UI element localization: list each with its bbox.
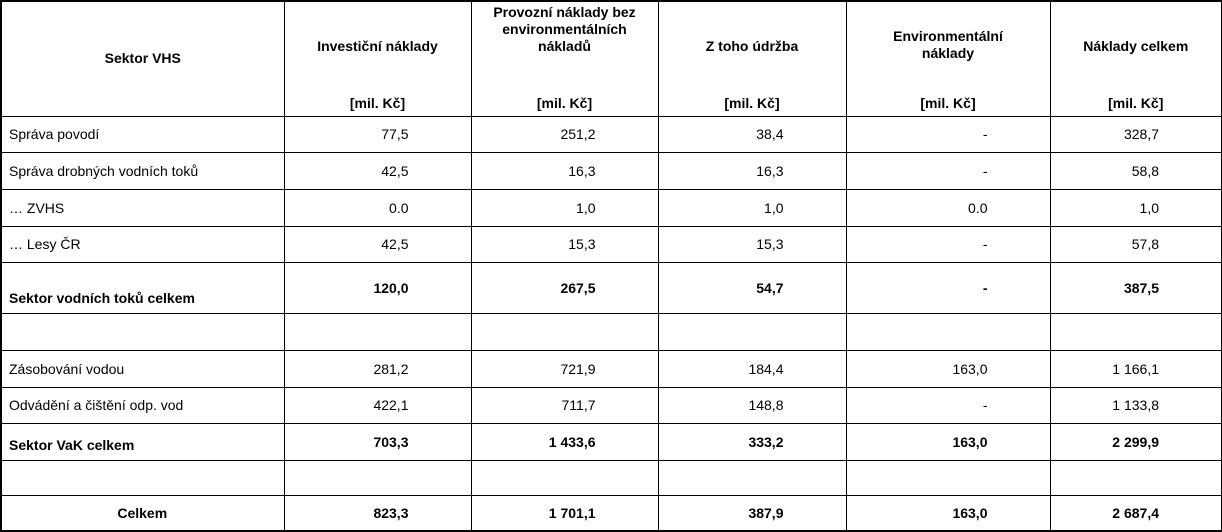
cell-value: 57,8: [1049, 225, 1222, 263]
cell-value: 42,5: [283, 225, 472, 263]
cell-value: 1 133,8: [1049, 386, 1222, 424]
cell-value: 15,3: [657, 225, 847, 263]
table-row: Správa povodí 77,5 251,2 38,4-328,7: [0, 115, 1222, 153]
cell-value: [283, 459, 472, 496]
column-unit: [mil. Kč]: [724, 95, 780, 111]
column-title: Náklady celkem: [1083, 38, 1189, 54]
cell-value: [845, 312, 1051, 351]
cell-value: 1,0: [1049, 188, 1222, 227]
cell-value: 823,3: [283, 494, 472, 532]
cell-value: 120,0: [283, 261, 472, 314]
table-body: Správa povodí 77,5 251,2 38,4-328,7 Správa d…: [0, 115, 1222, 532]
table-row: Sektor VaK celkem 703,3 1 433,6 333,2 163,0 2…: [0, 422, 1222, 461]
row-label: [0, 312, 285, 351]
row-label: … ZVHS: [0, 188, 285, 227]
row-label: … Lesy ČR: [0, 225, 285, 263]
cell-value: [657, 312, 847, 351]
column-header-udrzba: Z toho údržba [mil. Kč]: [657, 0, 847, 117]
column-title: Z toho údržba: [705, 38, 799, 54]
cell-value: 163,0: [845, 422, 1051, 461]
column-title: Sektor VHS: [104, 50, 181, 67]
cell-value: 333,2: [657, 422, 847, 461]
cell-value: 711,7: [470, 386, 659, 424]
column-header-celkem: Náklady celkem [mil. Kč]: [1049, 0, 1222, 117]
column-title: Investiční náklady: [317, 38, 438, 54]
table-row: … Lesy ČR 42,5 15,3 15,3-57,8: [0, 225, 1222, 263]
cell-value: 387,9: [657, 494, 847, 532]
cell-value: 42,5: [283, 151, 472, 190]
cell-value: 58,8: [1049, 151, 1222, 190]
cell-value: 2 299,9: [1049, 422, 1222, 461]
column-header-environmentalni: Environmentální náklady [mil. Kč]: [845, 0, 1051, 117]
cell-value: -: [845, 386, 1051, 424]
cell-value: 163,0: [845, 349, 1051, 388]
table-row: … ZVHS 0.0 1,0 1,0 0.0 1,0: [0, 188, 1222, 227]
cell-value: 15,3: [470, 225, 659, 263]
row-label: Sektor VaK celkem: [0, 422, 285, 461]
row-label: Odvádění a čištění odp. vod: [0, 386, 285, 424]
table-row: [0, 459, 1222, 496]
row-label: Sektor vodních toků celkem: [0, 261, 285, 314]
table-row: Celkem 823,3 1 701,1 387,9 163,0 2 687,4: [0, 494, 1222, 532]
header-row: Sektor VHS Investiční náklady [mil. Kč] …: [0, 0, 1222, 117]
table-row: Správa drobných vodních toků 42,5 16,3 16,3…: [0, 151, 1222, 190]
cell-value: 0.0: [283, 188, 472, 227]
cell-value: 1 166,1: [1049, 349, 1222, 388]
cell-value: [1049, 312, 1222, 351]
cell-value: 38,4: [657, 115, 847, 153]
column-unit: [mil. Kč]: [1108, 95, 1164, 111]
cell-value: 148,8: [657, 386, 847, 424]
cell-value: -: [845, 225, 1051, 263]
column-unit: [mil. Kč]: [536, 95, 593, 111]
row-label: Správa povodí: [0, 115, 285, 153]
cell-value: 422,1: [283, 386, 472, 424]
cell-value: 1 433,6: [470, 422, 659, 461]
cell-value: [470, 312, 659, 351]
column-header-investicni: Investiční náklady [mil. Kč]: [283, 0, 472, 117]
cell-value: [283, 312, 472, 351]
row-label: Celkem: [0, 494, 285, 532]
cell-value: -: [845, 261, 1051, 314]
cell-value: 387,5: [1049, 261, 1222, 314]
cell-value: 267,5: [470, 261, 659, 314]
cell-value: 328,7: [1049, 115, 1222, 153]
cell-value: 1,0: [657, 188, 847, 227]
cell-value: [470, 459, 659, 496]
row-label: Zásobování vodou: [0, 349, 285, 388]
cell-value: 184,4: [657, 349, 847, 388]
cell-value: 1 701,1: [470, 494, 659, 532]
cell-value: -: [845, 151, 1051, 190]
table-row: Sektor vodních toků celkem 120,0 267,5 54,7…: [0, 261, 1222, 314]
cell-value: 703,3: [283, 422, 472, 461]
column-title: Environmentální náklady: [893, 28, 1003, 61]
column-title: Provozní náklady bez environmentálních n…: [493, 4, 636, 54]
cell-value: 251,2: [470, 115, 659, 153]
cell-value: 0.0: [845, 188, 1051, 227]
cell-value: 281,2: [283, 349, 472, 388]
cell-value: [1049, 459, 1222, 496]
column-unit: [mil. Kč]: [349, 95, 406, 111]
cell-value: [845, 459, 1051, 496]
column-header-sektor: Sektor VHS: [0, 0, 285, 117]
column-header-provozni: Provozní náklady bez environmentálních n…: [470, 0, 659, 117]
row-label: Správa drobných vodních toků: [0, 151, 285, 190]
cell-value: -: [845, 115, 1051, 153]
cell-value: 2 687,4: [1049, 494, 1222, 532]
cell-value: 163,0: [845, 494, 1051, 532]
table-row: Zásobování vodou 281,2 721,9 184,4 163,0 1 16…: [0, 349, 1222, 388]
row-label: [0, 459, 285, 496]
cell-value: 16,3: [470, 151, 659, 190]
column-unit: [mil. Kč]: [920, 95, 976, 111]
table-row: [0, 312, 1222, 351]
table-row: Odvádění a čištění odp. vod 422,1 711,7 148…: [0, 386, 1222, 424]
cell-value: 16,3: [657, 151, 847, 190]
cell-value: 77,5: [283, 115, 472, 153]
cell-value: [657, 459, 847, 496]
cell-value: 1,0: [470, 188, 659, 227]
cell-value: 721,9: [470, 349, 659, 388]
cell-value: 54,7: [657, 261, 847, 314]
